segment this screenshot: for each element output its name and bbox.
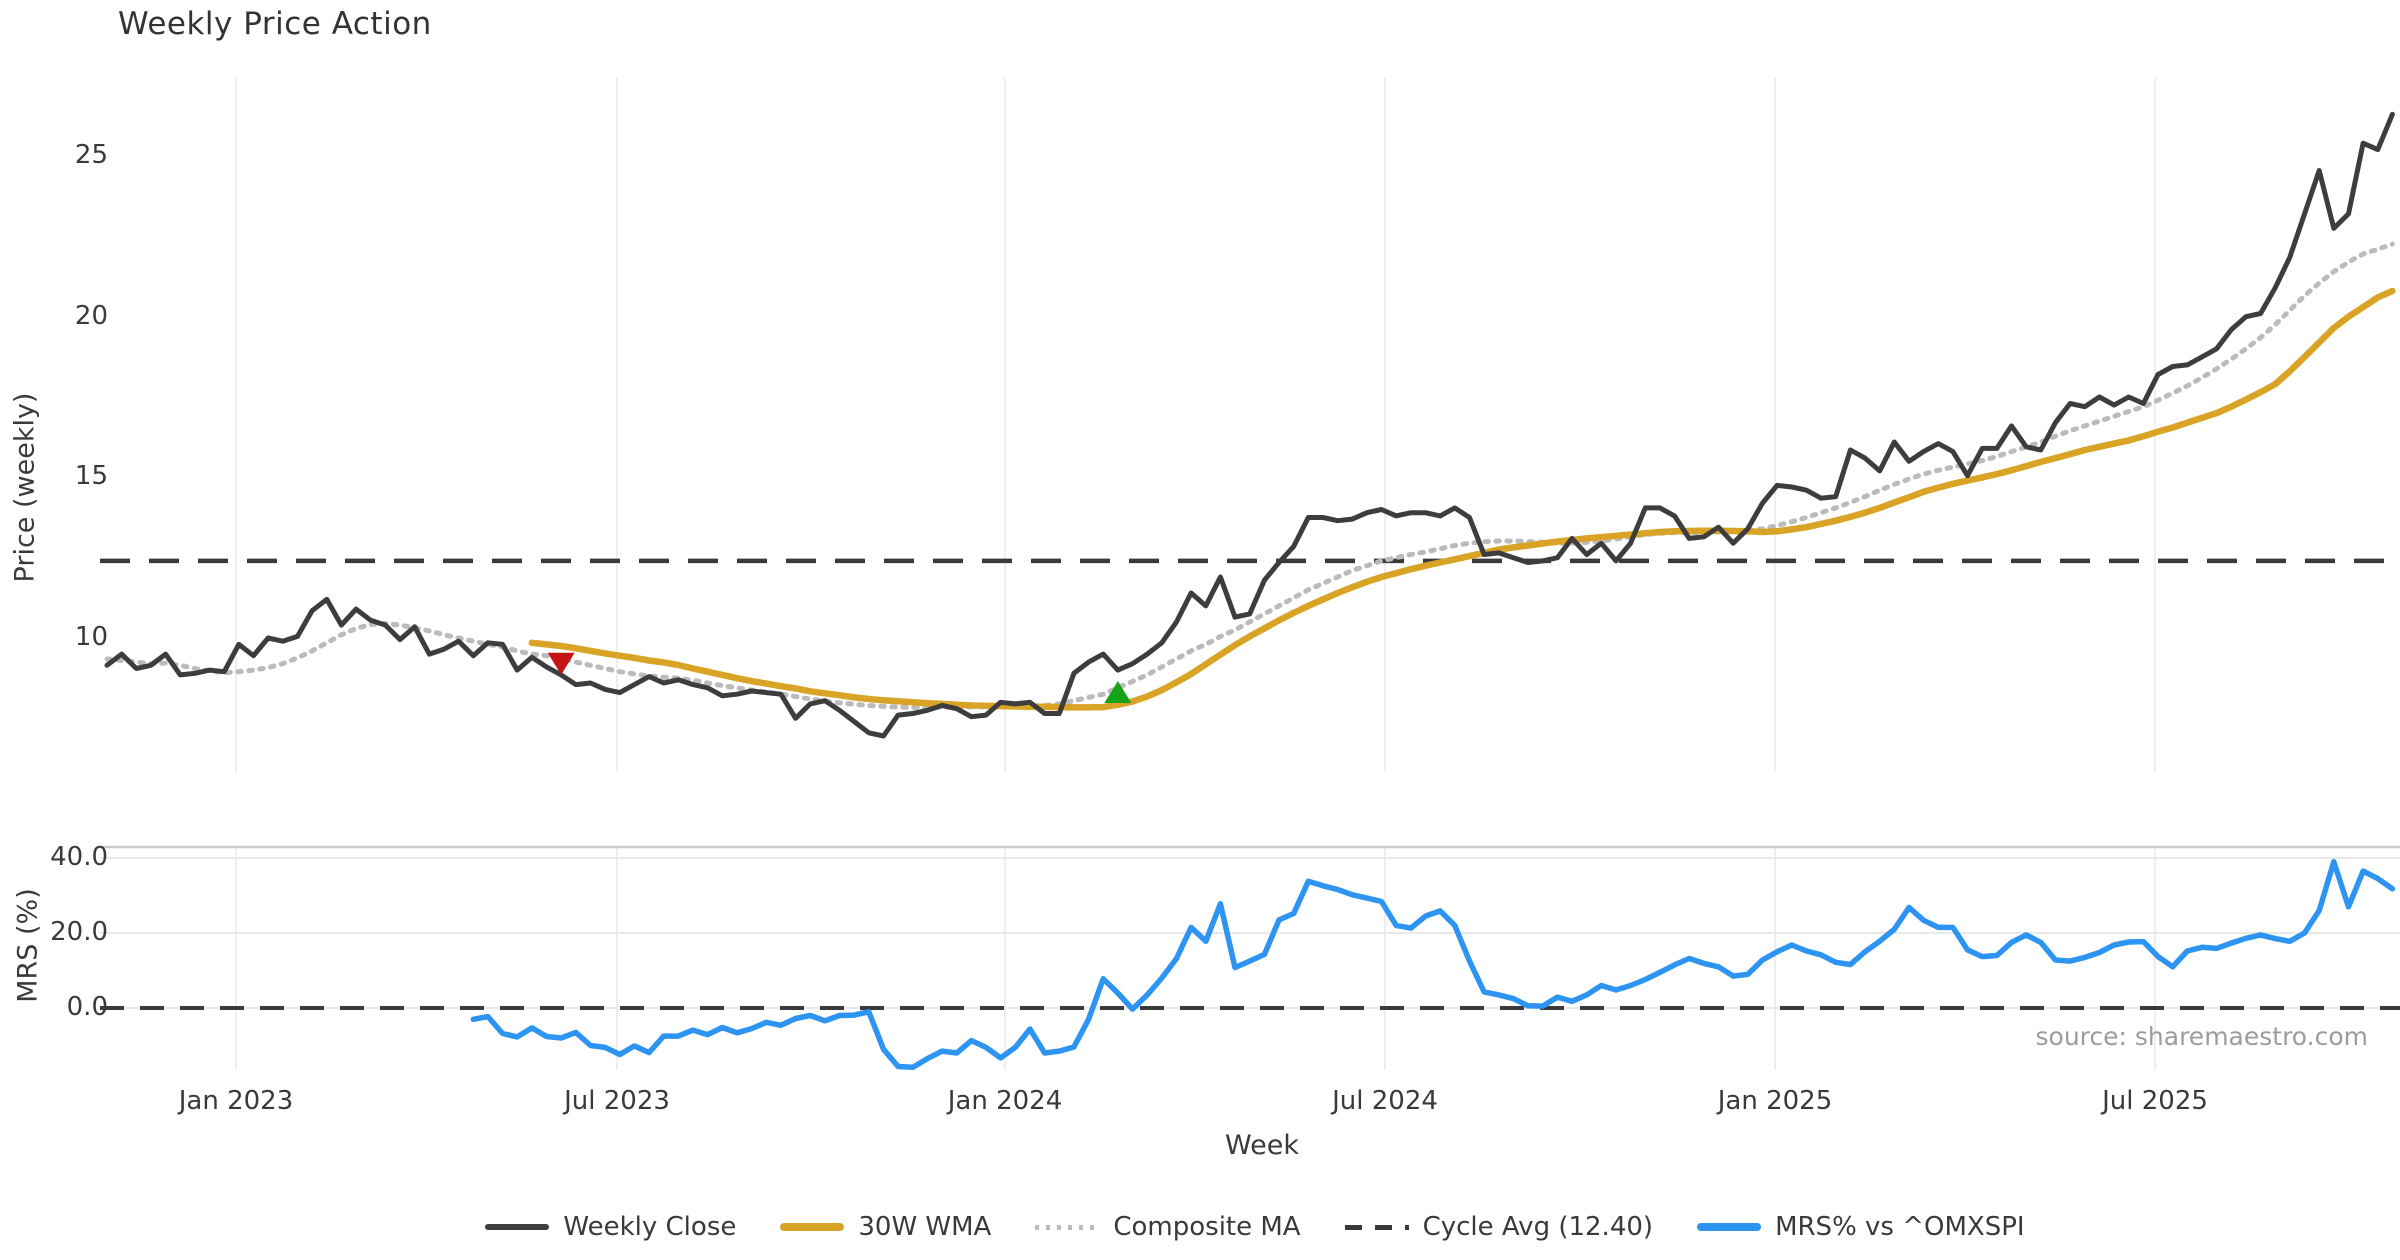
chart-title: Weekly Price Action — [118, 6, 432, 42]
legend-sample-solid-thick — [1697, 1223, 1762, 1231]
mrs-y-tick: 0.0 — [66, 992, 108, 1022]
legend-item: Composite MA — [1035, 1212, 1301, 1242]
legend-label: MRS% vs ^OMXSPI — [1775, 1212, 2025, 1242]
legend-sample-solid-thick — [780, 1223, 845, 1231]
legend-label: 30W WMA — [858, 1212, 992, 1242]
legend-item: MRS% vs ^OMXSPI — [1697, 1212, 2025, 1242]
legend-sample-dotted — [1035, 1224, 1100, 1230]
price-y-tick: 10 — [74, 622, 108, 652]
legend-item: 30W WMA — [780, 1212, 991, 1242]
legend-sample-dashed — [1344, 1224, 1409, 1230]
legend: Weekly Close 30W WMA Composite MA Cycle Avg… — [0, 1212, 2400, 1242]
legend-item: Weekly Close — [485, 1212, 736, 1242]
x-tick: Jan 2023 — [178, 1086, 294, 1116]
mrs-line — [470, 859, 2396, 1071]
x-tick: Jul 2024 — [1332, 1086, 1438, 1116]
price-y-tick: 15 — [74, 461, 108, 492]
weekly-close-line — [104, 111, 2395, 739]
price-y-tick: 25 — [74, 140, 108, 171]
legend-label: Cycle Avg (12.40) — [1422, 1212, 1654, 1242]
sell-marker-triangle-down — [547, 652, 575, 675]
legend-item: Cycle Avg (12.40) — [1344, 1212, 1654, 1242]
x-tick: Jul 2023 — [564, 1086, 670, 1116]
x-tick: Jan 2024 — [947, 1086, 1063, 1116]
legend-sample-solid — [485, 1224, 550, 1230]
price-y-tick: 20 — [74, 300, 108, 331]
buy-marker-triangle-up — [1104, 680, 1132, 703]
mrs-y-tick: 40.0 — [50, 842, 108, 872]
legend-label: Composite MA — [1113, 1212, 1301, 1242]
x-tick: Jan 2025 — [1717, 1086, 1833, 1116]
mrs-y-tick: 20.0 — [50, 917, 108, 947]
wma-30w-line — [528, 287, 2396, 711]
source-watermark: source: sharemaestro.com — [2035, 1022, 2369, 1051]
x-tick: Jul 2025 — [2102, 1086, 2208, 1116]
price-axis-label: Price (weekly) — [9, 392, 41, 583]
legend-label: Weekly Close — [563, 1212, 737, 1242]
x-axis-label: Week — [1225, 1130, 1299, 1161]
